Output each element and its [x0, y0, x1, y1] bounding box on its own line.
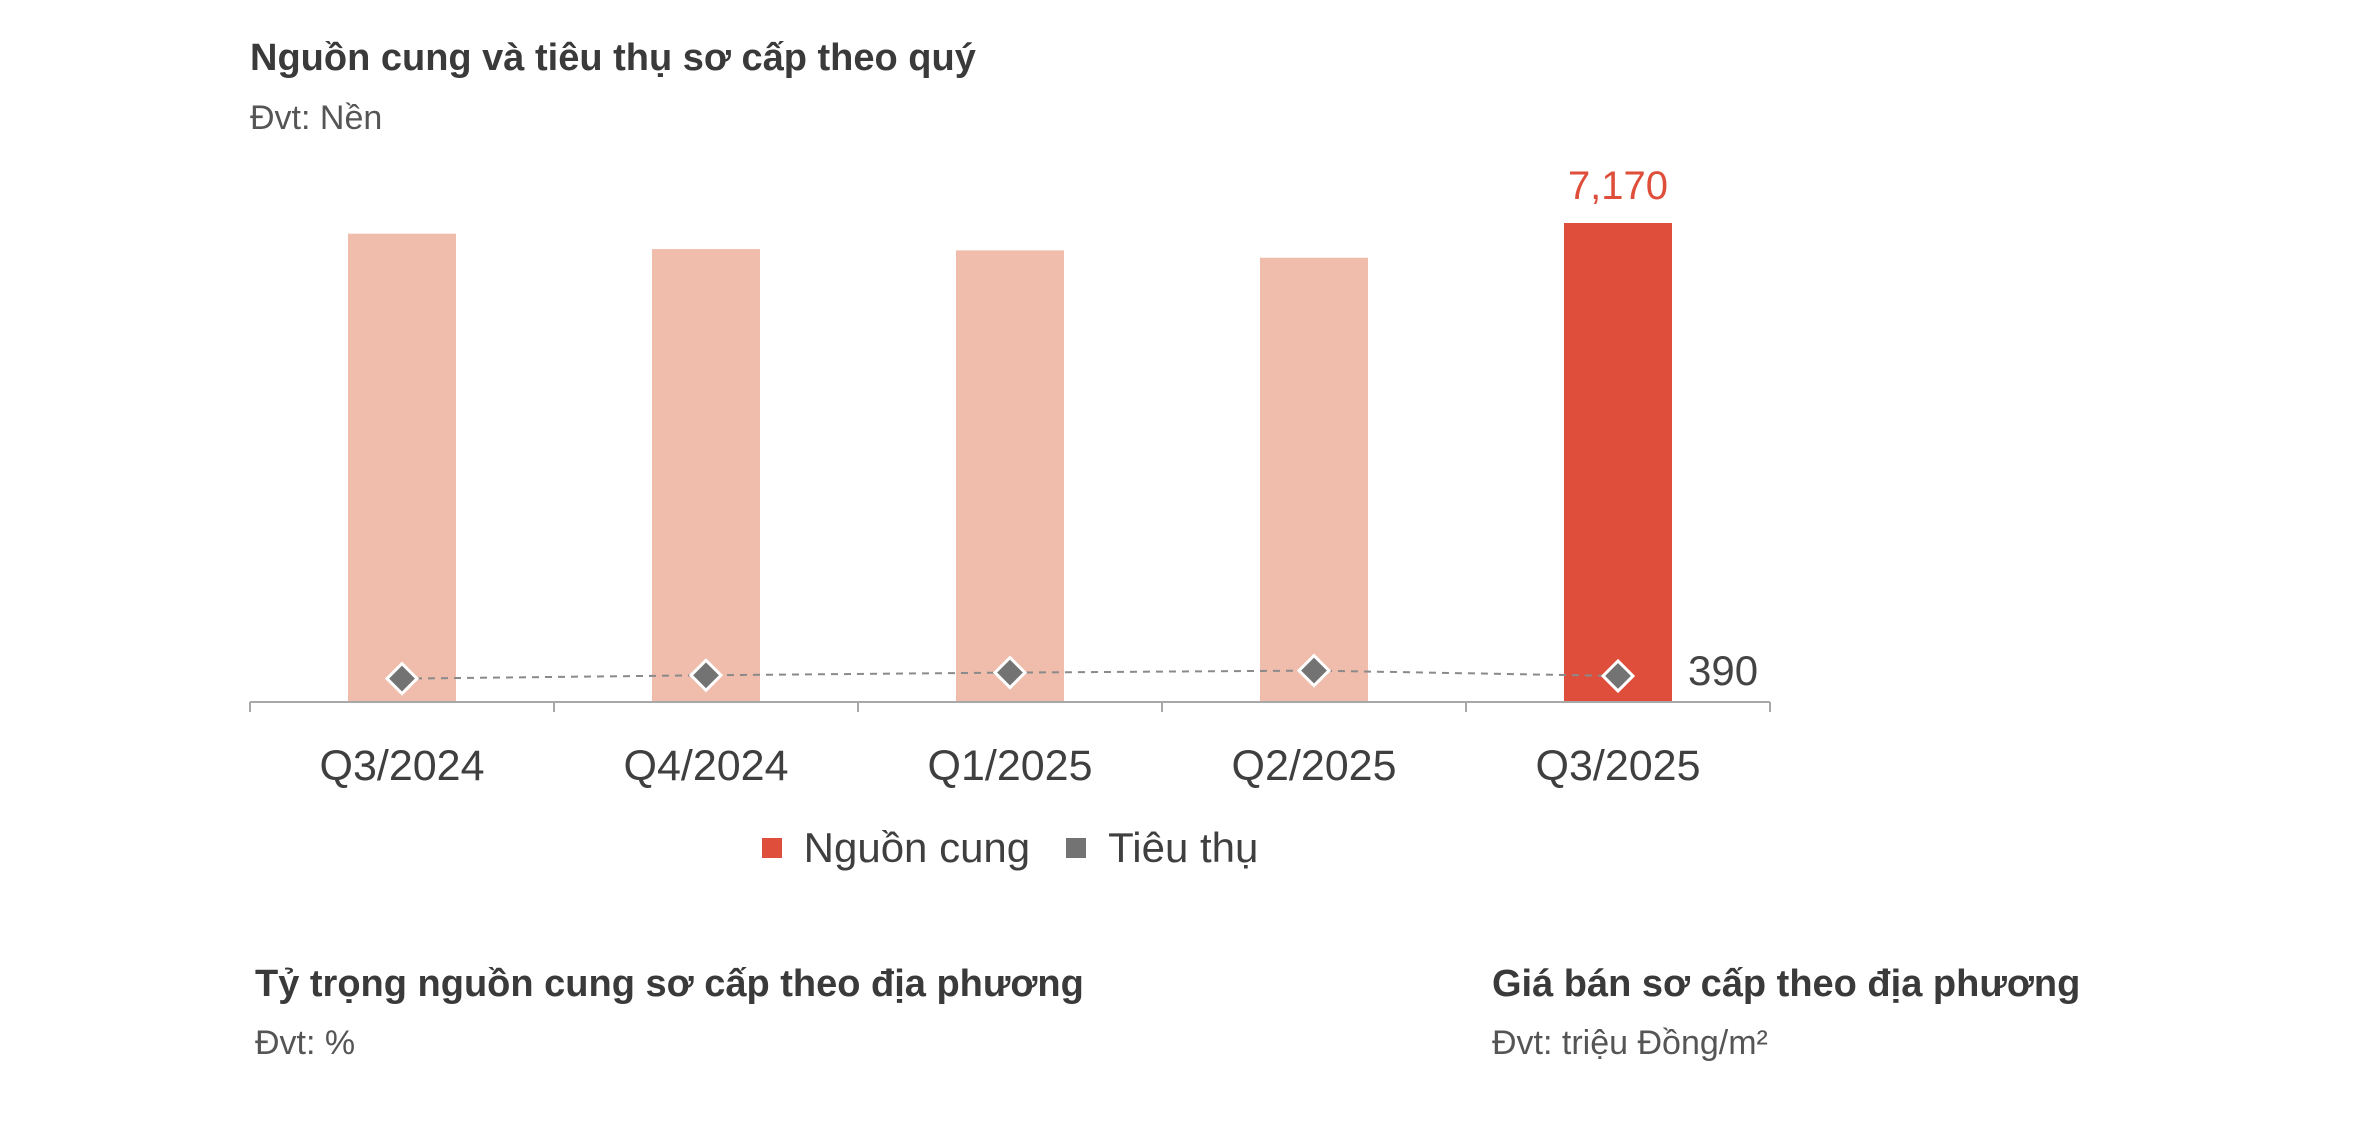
- legend-label-consumption: Tiêu thụ: [1108, 824, 1259, 871]
- x-tick-label-q4-2024: Q4/2024: [624, 742, 789, 790]
- bar-supply-q4-2024: [652, 249, 760, 703]
- point-consumption-q1-2025: [992, 655, 1028, 690]
- chart-unit: Đvt: Nền: [250, 99, 383, 137]
- section-unit-supply-share: Đvt: %: [255, 1024, 356, 1062]
- point-consumption-q3-2024: [384, 661, 420, 696]
- bar-supply-q1-2025: [956, 250, 1064, 703]
- point-consumption-q2-2025: [1296, 653, 1332, 688]
- bar-supply-q2-2025: [1260, 257, 1368, 702]
- point-consumption-q4-2024: [688, 658, 724, 693]
- section-title-selling-price: Giá bán sơ cấp theo địa phương: [1492, 963, 2081, 1005]
- section-unit-selling-price: Đvt: triệu Đồng/m²: [1492, 1024, 1768, 1062]
- legend-swatch-consumption: [1066, 838, 1087, 858]
- chart-title: Nguồn cung và tiêu thụ sơ cấp theo quý: [250, 37, 976, 79]
- x-tick-label-q3-2025: Q3/2025: [1536, 742, 1701, 790]
- data-label-consumption-q3-2025: 390: [1688, 647, 1758, 694]
- legend-label-supply: Nguồn cung: [803, 824, 1031, 871]
- x-tick-label-q3-2024: Q3/2024: [320, 742, 485, 790]
- data-label-supply-q3-2025: 7,170: [1568, 164, 1668, 208]
- legend-item-consumption: Tiêu thụ: [1066, 824, 1258, 872]
- x-tick-label-q1-2025: Q1/2025: [928, 742, 1093, 790]
- bars-supply: 7,170: [348, 164, 1672, 703]
- x-axis: Q3/2024 Q4/2024 Q1/2025 Q2/2025 Q3/2025: [249, 701, 1771, 790]
- bar-supply-q3-2024: [348, 233, 456, 703]
- point-consumption-q3-2025: [1600, 658, 1636, 694]
- chart-legend: Nguồn cung Tiêu thụ: [250, 824, 1770, 872]
- legend-item-supply: Nguồn cung: [761, 824, 1031, 872]
- x-tick-label-q2-2025: Q2/2025: [1232, 742, 1397, 790]
- section-title-supply-share: Tỷ trọng nguồn cung sơ cấp theo địa phươ…: [255, 963, 1084, 1005]
- bar-supply-q3-2025: [1564, 223, 1672, 702]
- legend-swatch-supply: [761, 838, 782, 858]
- line-consumption: 390: [384, 647, 1758, 696]
